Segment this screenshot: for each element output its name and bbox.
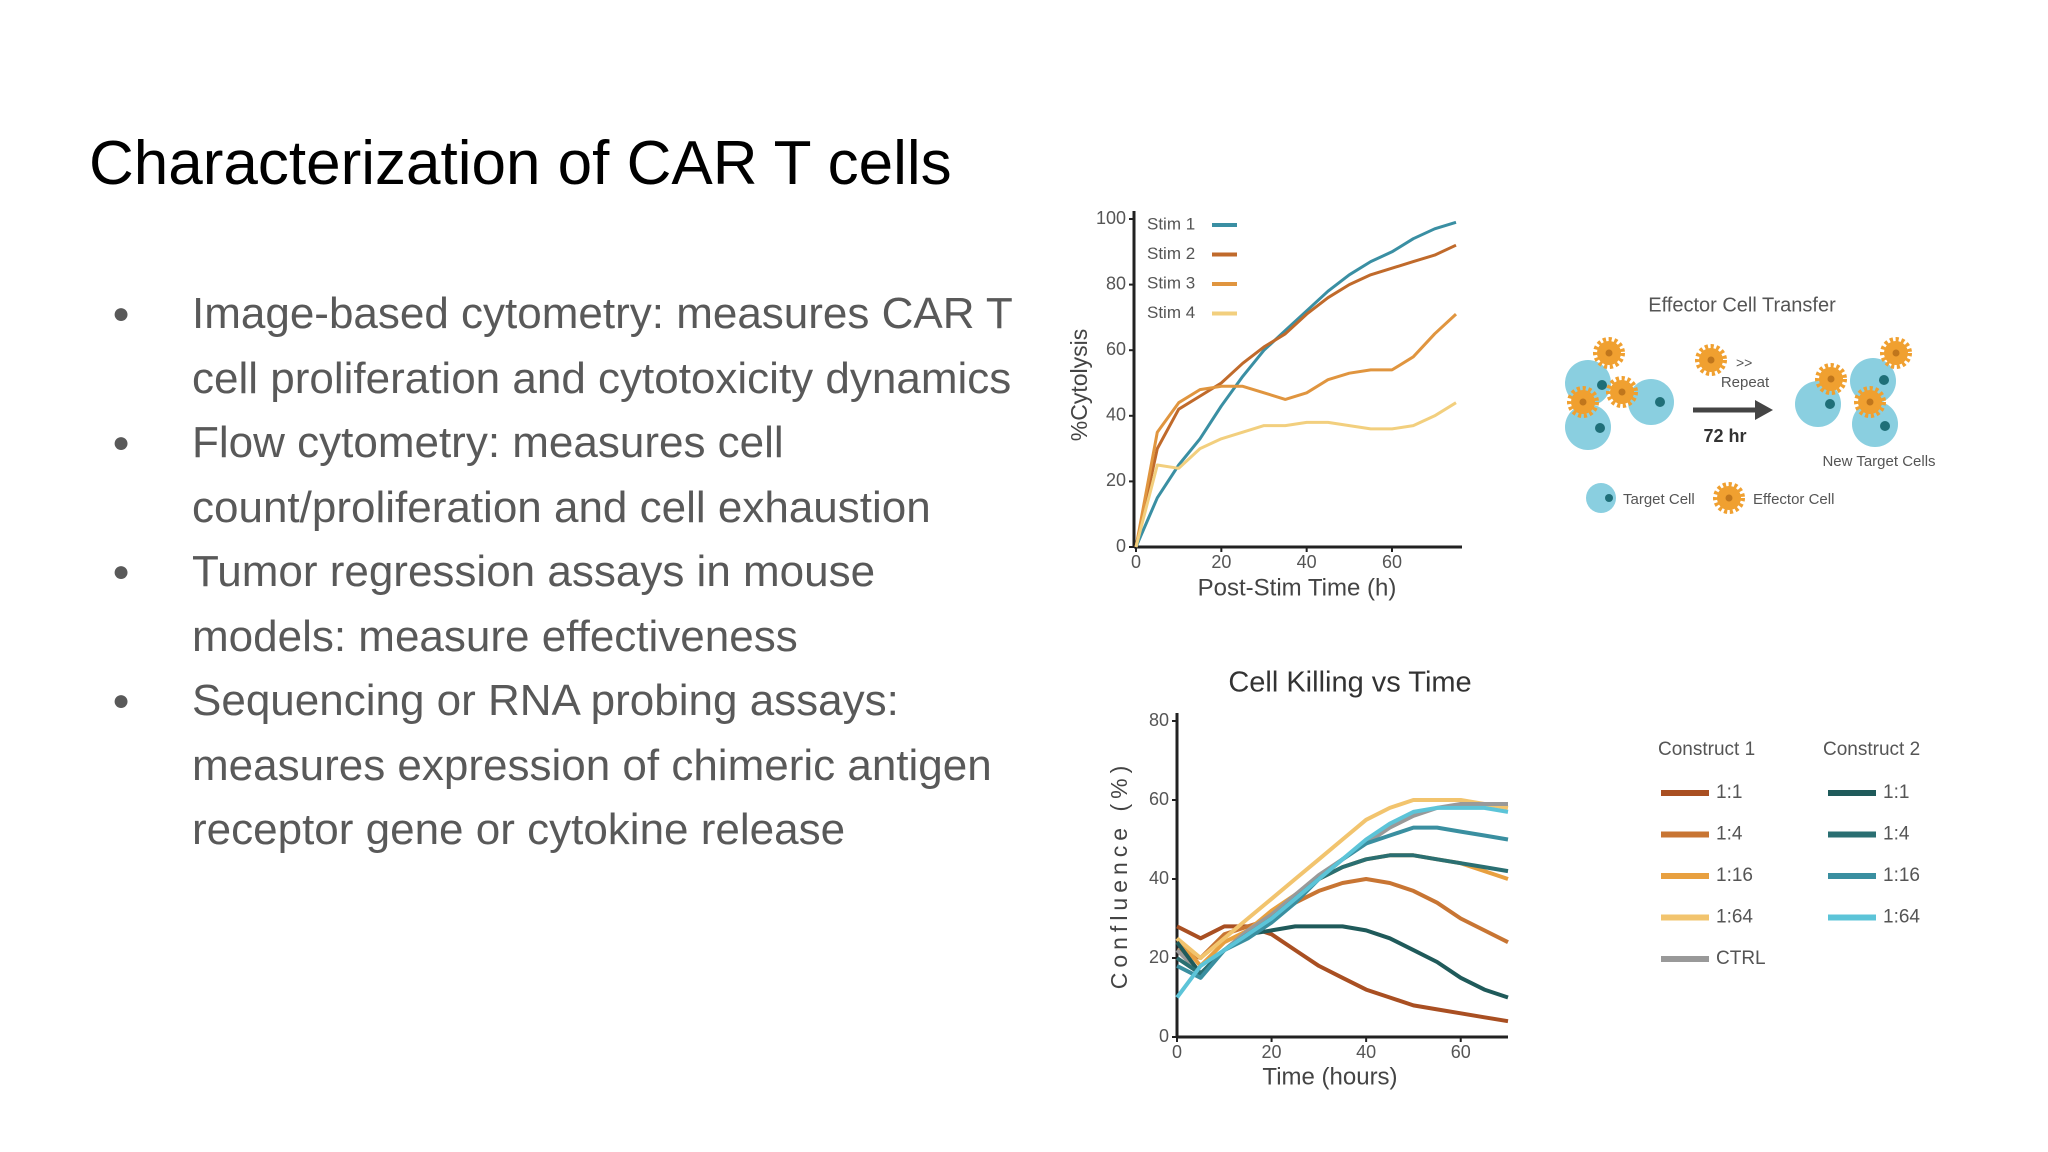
legend-effector-label: Effector Cell [1753,491,1834,508]
effector-cell [1883,340,1909,366]
y-tick-label: 20 [1149,947,1169,967]
series-line [1134,401,1457,548]
nucleus [1825,399,1835,409]
series-line [1176,924,1509,1024]
x-axis-label: Time (hours) [1262,1063,1397,1090]
nucleus [1880,421,1890,431]
repeat-label: Repeat [1721,374,1770,391]
legend-label: 1:64 [1716,907,1753,928]
effector-diagram: Effector Cell Transfer >> Repeat 72 hr [1565,294,1936,513]
bullet: Image-based cytometry: measures CAR T ce… [112,282,1017,411]
x-tick-label: 40 [1297,552,1317,572]
legend-label: Stim 3 [1147,273,1195,292]
y-tick-label: 0 [1116,536,1126,556]
nucleus [1595,423,1605,433]
legend-group-title: Construct 1 [1658,739,1755,760]
line-chart: 0 20 40 60 80 100 0 20 40 60 %Cytolysis Post-Stim T… [1066,208,1462,601]
duration-label: 72 hr [1703,426,1746,446]
target-cell [1628,379,1674,425]
legend-target-label: Target Cell [1623,491,1695,508]
line-chart: Cell Killing vs Time 0 20 40 60 80 0 20 40 60 Conf… [1106,667,1920,1091]
y-tick-label: 0 [1159,1026,1169,1046]
legend-label: 1:16 [1883,865,1920,886]
series-line [1175,805,1509,999]
x-tick-label: 60 [1451,1042,1471,1062]
y-axis-label: Confluence (%) [1106,761,1132,990]
legend-label: 1:1 [1883,782,1909,803]
y-tick-label: 40 [1106,405,1126,425]
legend-group-title: Construct 2 [1823,739,1920,760]
series-line [1134,243,1457,548]
slide-title: Characterization of CAR T cells [89,129,952,198]
y-tick-label: 20 [1106,470,1126,490]
y-tick-label: 40 [1149,868,1169,888]
effector-cell [1818,366,1844,392]
chart-title: Cell Killing vs Time [1228,667,1471,699]
series-line [1176,825,1509,980]
bullet-list: Image-based cytometry: measures CAR T ce… [112,282,1017,863]
legend-label: 1:64 [1883,907,1920,928]
x-tick-label: 20 [1211,552,1231,572]
series-line [1134,312,1458,548]
bullet: Sequencing or RNA probing assays: measur… [112,669,1017,863]
bullet: Flow cytometry: measures cell count/prol… [112,411,1017,540]
legend-label: Stim 2 [1147,244,1195,263]
y-tick-label: 60 [1149,789,1169,809]
effector-cell [1698,347,1724,373]
x-tick-label: 0 [1131,552,1141,572]
nucleus [1597,380,1607,390]
legend-label: Stim 4 [1147,303,1195,322]
y-tick-label: 80 [1149,710,1169,730]
legend-target-icon [1586,483,1616,513]
legend-label: 1:16 [1716,865,1753,886]
series-line [1175,798,1509,960]
nucleus [1879,375,1889,385]
y-tick-label: 80 [1106,273,1126,293]
legend-label: 1:4 [1716,824,1743,845]
series-line [1134,220,1457,548]
arrow-head [1755,400,1773,420]
y-axis-label: %Cytolysis [1066,329,1092,441]
x-tick-label: 60 [1382,552,1402,572]
nucleus [1655,397,1665,407]
legend-effector-icon [1716,485,1742,511]
legend-label: CTRL [1716,948,1766,969]
diagram-title: Effector Cell Transfer [1648,294,1836,316]
x-tick-label: 0 [1172,1042,1182,1062]
x-tick-label: 20 [1262,1042,1282,1062]
legend-label: Stim 1 [1147,214,1195,233]
bullet: Tumor regression assays in mouse models:… [112,540,1017,669]
nucleus [1605,494,1613,502]
y-tick-label: 100 [1096,208,1126,228]
y-tick-label: 60 [1106,339,1126,359]
x-axis-label: Post-Stim Time (h) [1198,574,1397,601]
legend-label: 1:4 [1883,824,1910,845]
new-targets-label: New Target Cells [1822,453,1935,470]
x-tick-label: 40 [1356,1042,1376,1062]
legend-label: 1:1 [1716,782,1742,803]
effector-cell [1596,340,1622,366]
repeat-mark: >> [1736,355,1752,371]
